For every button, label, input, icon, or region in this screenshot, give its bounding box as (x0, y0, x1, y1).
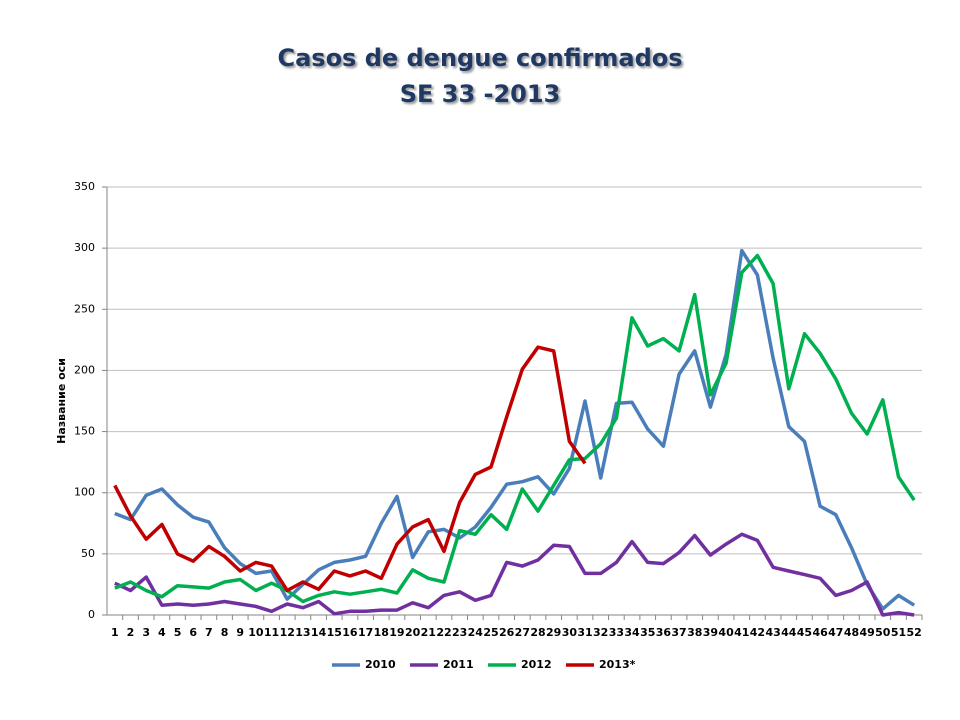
y-tick-label: 50 (81, 547, 95, 560)
x-tick-label: 1 (111, 626, 119, 639)
x-tick-label: 20 (405, 626, 421, 639)
x-tick-label: 33 (609, 626, 624, 639)
legend-label: 2011 (443, 658, 474, 671)
x-tick-label: 43 (765, 626, 780, 639)
title-line: SE 33 -2013 (399, 80, 561, 108)
x-tick-label: 23 (452, 626, 467, 639)
x-tick-label: 16 (342, 626, 358, 639)
x-tick-label: 13 (295, 626, 310, 639)
x-tick-label: 15 (327, 626, 342, 639)
x-tick-label: 19 (389, 626, 404, 639)
x-tick-label: 30 (562, 626, 578, 639)
x-tick-label: 2 (127, 626, 135, 639)
x-tick-label: 44 (781, 626, 797, 639)
x-tick-label: 26 (499, 626, 515, 639)
x-tick-label: 40 (718, 626, 734, 639)
x-tick-label: 3 (142, 626, 150, 639)
x-tick-label: 5 (174, 626, 182, 639)
x-tick-label: 11 (264, 626, 279, 639)
x-tick-label: 35 (640, 626, 655, 639)
x-tick-label: 12 (280, 626, 295, 639)
y-tick-label: 0 (88, 608, 95, 621)
x-tick-label: 32 (593, 626, 608, 639)
y-tick-label: 150 (74, 425, 95, 438)
series-line (113, 345, 587, 593)
x-tick-label: 10 (248, 626, 264, 639)
y-tick-label: 350 (74, 180, 95, 193)
legend-label: 2010 (365, 658, 396, 671)
x-tick-label: 9 (236, 626, 244, 639)
y-tick-label: 100 (74, 486, 95, 499)
x-tick-label: 18 (374, 626, 389, 639)
x-tick-label: 31 (577, 626, 592, 639)
x-tick-label: 41 (734, 626, 749, 639)
title-line: Casos de dengue confirmados (277, 44, 683, 72)
legend-label: 2013* (599, 658, 636, 671)
x-tick-label: 39 (703, 626, 718, 639)
x-tick-label: 50 (875, 626, 891, 639)
x-tick-label: 48 (844, 626, 859, 639)
x-tick-label: 45 (797, 626, 812, 639)
x-tick-label: 47 (828, 626, 843, 639)
y-tick-label: 200 (74, 363, 95, 376)
x-tick-label: 17 (358, 626, 373, 639)
legend-label: 2012 (521, 658, 552, 671)
x-tick-label: 52 (907, 626, 922, 639)
y-tick-label: 300 (74, 241, 95, 254)
x-tick-label: 34 (624, 626, 640, 639)
x-tick-label: 37 (671, 626, 686, 639)
x-tick-label: 4 (158, 626, 166, 639)
x-tick-label: 29 (546, 626, 561, 639)
x-tick-label: 24 (468, 626, 484, 639)
x-tick-label: 36 (656, 626, 672, 639)
y-axis-label: Название оси (55, 358, 68, 444)
x-tick-label: 27 (515, 626, 530, 639)
x-tick-label: 6 (189, 626, 197, 639)
x-tick-label: 46 (812, 626, 828, 639)
x-tick-label: 21 (421, 626, 436, 639)
chart-title: Casos de dengue confirmados SE 33 -2013 (0, 40, 960, 112)
x-tick-label: 22 (436, 626, 451, 639)
x-tick-label: 38 (687, 626, 702, 639)
x-tick-label: 51 (891, 626, 906, 639)
x-tick-label: 7 (205, 626, 213, 639)
x-tick-label: 42 (750, 626, 765, 639)
series-line (114, 532, 915, 617)
y-tick-label: 250 (74, 302, 95, 315)
x-tick-label: 8 (221, 626, 229, 639)
series-line (114, 253, 916, 604)
series-line (114, 248, 916, 611)
x-tick-label: 49 (859, 626, 874, 639)
x-tick-label: 25 (483, 626, 498, 639)
x-tick-label: 28 (530, 626, 545, 639)
x-tick-label: 14 (311, 626, 327, 639)
